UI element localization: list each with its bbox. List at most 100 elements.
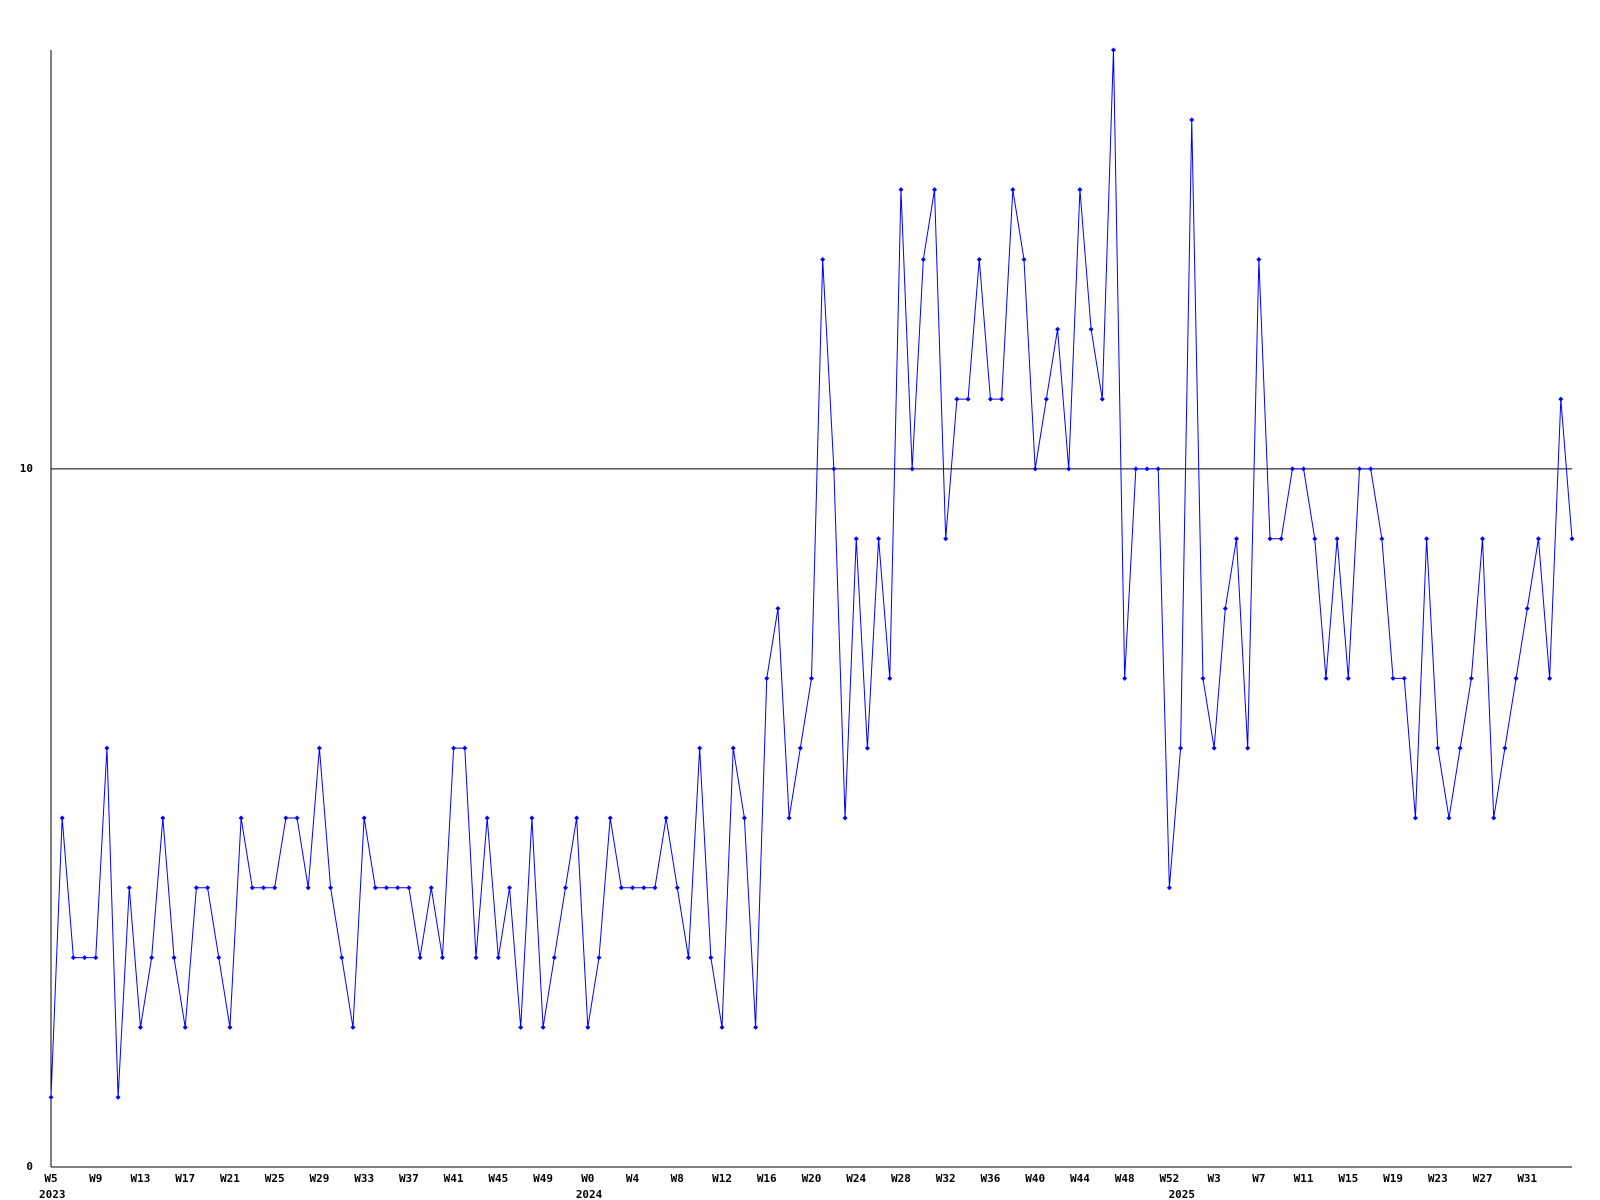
point: [283, 815, 289, 821]
point: [719, 1024, 725, 1030]
point: [1412, 815, 1418, 821]
x-tick-label: W32: [936, 1172, 956, 1185]
x-tick-label: W49: [533, 1172, 553, 1185]
x-tick-label: W27: [1473, 1172, 1493, 1185]
point: [484, 815, 490, 821]
point: [1144, 466, 1150, 472]
x-tick-label: W37: [399, 1172, 419, 1185]
point: [518, 1024, 524, 1030]
point: [1267, 536, 1273, 542]
point: [1055, 326, 1061, 332]
point: [1289, 466, 1295, 472]
x-tick-label: W9: [89, 1172, 102, 1185]
point: [697, 745, 703, 751]
point: [1513, 675, 1519, 681]
point: [372, 885, 378, 891]
point: [551, 955, 557, 961]
point: [999, 396, 1005, 402]
point: [1133, 466, 1139, 472]
point: [607, 815, 613, 821]
point: [1558, 396, 1564, 402]
point: [943, 536, 949, 542]
x-tick-label: W16: [757, 1172, 777, 1185]
point: [630, 885, 636, 891]
point: [708, 955, 714, 961]
point: [1435, 745, 1441, 751]
x-tick-label: W11: [1294, 1172, 1314, 1185]
point: [1110, 47, 1116, 53]
x-tick-label: W33: [354, 1172, 374, 1185]
point: [1256, 256, 1262, 262]
point: [809, 675, 814, 681]
point: [70, 955, 76, 961]
x-tick-label: W44: [1070, 1172, 1090, 1185]
point: [350, 1024, 356, 1030]
point: [1379, 536, 1385, 542]
point: [1278, 536, 1284, 542]
x-tick-label: W8: [671, 1172, 684, 1185]
point: [786, 815, 792, 821]
x-tick-label: W4: [626, 1172, 640, 1185]
point: [965, 396, 971, 402]
point: [1099, 396, 1105, 402]
x-tick-label: W20: [802, 1172, 822, 1185]
point: [562, 885, 568, 891]
point: [1021, 256, 1027, 262]
point: [495, 955, 501, 961]
point: [1569, 536, 1575, 542]
point: [976, 256, 982, 262]
point: [1301, 466, 1307, 472]
point: [741, 815, 747, 821]
point: [137, 1024, 143, 1030]
point: [395, 885, 401, 891]
point: [272, 885, 278, 891]
point: [954, 396, 960, 402]
point: [641, 885, 647, 891]
point: [1334, 536, 1340, 542]
point: [585, 1024, 591, 1030]
x-tick-label: W52: [1159, 1172, 1179, 1185]
point: [775, 606, 781, 611]
x-tick-label: W3: [1207, 1172, 1220, 1185]
year-label: 2024: [576, 1188, 603, 1200]
point: [193, 885, 199, 891]
point: [674, 885, 680, 891]
point: [1424, 536, 1430, 542]
point: [406, 885, 412, 891]
point: [260, 885, 266, 891]
point: [439, 955, 445, 961]
year-label: 2023: [39, 1188, 66, 1200]
point: [1077, 187, 1083, 193]
point: [1401, 675, 1407, 681]
point: [864, 745, 870, 751]
x-tick-label: W36: [981, 1172, 1001, 1185]
point: [1233, 536, 1239, 542]
line: [50, 49, 1573, 1098]
point: [1010, 187, 1016, 193]
point: [238, 815, 244, 821]
x-tick-label: W23: [1428, 1172, 1448, 1185]
point: [1468, 675, 1474, 681]
point: [507, 885, 513, 891]
point: [1066, 466, 1072, 472]
point: [1189, 117, 1195, 123]
point: [1043, 396, 1049, 402]
point: [93, 955, 99, 961]
x-tick-label: W12: [712, 1172, 732, 1185]
point: [48, 1094, 54, 1100]
point: [1323, 675, 1329, 681]
point: [361, 815, 367, 821]
x-tick-label: W13: [131, 1172, 151, 1185]
x-tick-label: W31: [1517, 1172, 1537, 1185]
point: [339, 955, 345, 961]
point: [171, 955, 177, 961]
x-tick-label: W41: [444, 1172, 464, 1185]
point: [1446, 815, 1452, 821]
point: [417, 955, 423, 961]
point: [920, 256, 926, 262]
point: [842, 815, 848, 821]
point: [249, 885, 255, 891]
point: [820, 256, 826, 262]
point: [529, 815, 535, 821]
